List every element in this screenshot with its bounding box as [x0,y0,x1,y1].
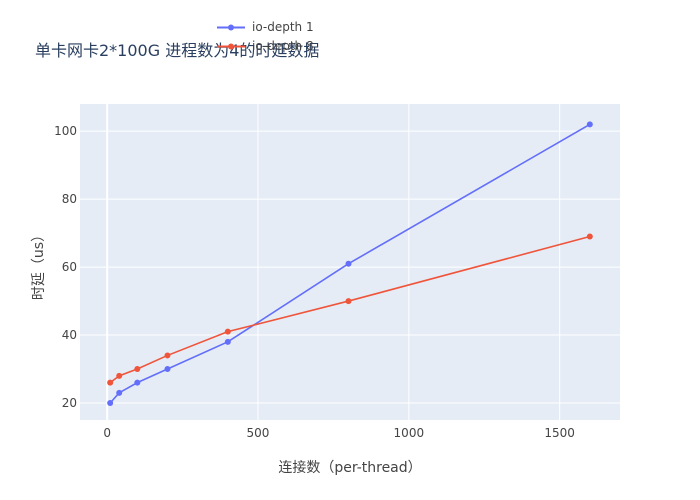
y-tick-label: 20 [62,396,77,410]
data-point-io-depth-1[interactable] [134,379,141,386]
data-point-io-depth-8[interactable] [116,372,123,379]
legend-label-io-depth-1: io-depth 1 [252,20,314,34]
data-point-io-depth-8[interactable] [224,328,231,335]
x-tick-label: 1000 [394,426,425,440]
x-axis-label: 连接数（per-thread） [278,460,422,476]
data-point-io-depth-8[interactable] [586,233,593,240]
series-io-depth-8 [107,233,593,386]
legend-item-io-depth-8[interactable]: io-depth 8 [215,37,314,56]
x-axis-ticks: 0 500 1000 1500 [103,426,575,440]
series-layer [107,121,593,407]
y-tick-label: 100 [54,124,77,138]
legend-label-io-depth-8: io-depth 8 [252,39,314,53]
legend-swatch-io-depth-1 [217,24,245,31]
data-point-io-depth-8[interactable] [345,298,352,305]
chart-title: 单卡网卡2*100G 进程数为4的时延数据 [35,41,320,60]
grid-lines [80,104,620,420]
x-tick-label: 500 [247,426,270,440]
y-tick-label: 80 [62,192,77,206]
legend-item-io-depth-1[interactable]: io-depth 1 [215,18,314,37]
y-axis-label: 时延（us） [31,227,47,301]
x-tick-label: 1500 [544,426,575,440]
y-tick-label: 40 [62,328,77,342]
data-point-io-depth-8[interactable] [107,379,114,386]
data-point-io-depth-8[interactable] [164,352,171,359]
data-point-io-depth-1[interactable] [164,366,171,373]
legend: io-depth 1 io-depth 8 [215,18,314,56]
x-tick-label: 0 [103,426,111,440]
legend-swatch-io-depth-8 [217,43,245,50]
data-point-io-depth-1[interactable] [116,389,123,396]
y-axis-ticks: 20 40 60 80 100 [54,124,77,410]
y-tick-label: 60 [62,260,77,274]
series-io-depth-1 [107,121,593,407]
data-point-io-depth-1[interactable] [224,338,231,345]
data-point-io-depth-8[interactable] [134,366,141,373]
data-point-io-depth-1[interactable] [345,260,352,267]
data-point-io-depth-1[interactable] [586,121,593,128]
data-point-io-depth-1[interactable] [107,400,114,407]
